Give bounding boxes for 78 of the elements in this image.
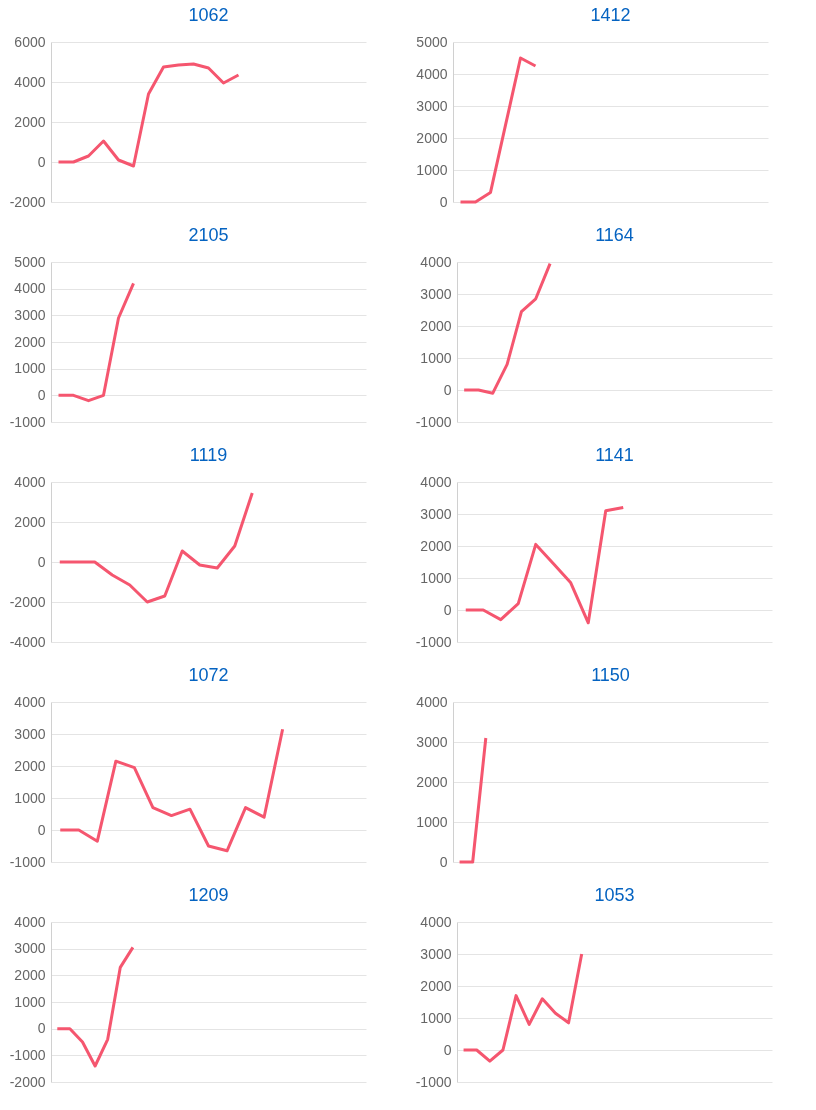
y-tick-label: 2000 bbox=[416, 129, 448, 146]
y-tick-label: -1000 bbox=[415, 1073, 452, 1090]
line-series bbox=[462, 952, 584, 1063]
y-tick-label: 2000 bbox=[14, 513, 46, 530]
y-tick-label: 1000 bbox=[416, 161, 448, 178]
y-tick-label: -2000 bbox=[9, 593, 46, 610]
chart-title: 1164 bbox=[595, 225, 634, 245]
chart-title: 1072 bbox=[188, 665, 229, 685]
chart-title: 1209 bbox=[188, 885, 229, 905]
y-tick-label: 4000 bbox=[416, 693, 448, 710]
chart-title: 1141 bbox=[595, 445, 634, 465]
y-tick-label: 1000 bbox=[416, 813, 448, 830]
chart-title: 2105 bbox=[188, 225, 229, 245]
y-tick-label: 3000 bbox=[14, 725, 46, 742]
y-tick-label: 3000 bbox=[416, 97, 448, 114]
line-series bbox=[459, 56, 537, 204]
y-tick-label: 4000 bbox=[14, 280, 46, 297]
y-tick-label: 1000 bbox=[14, 360, 46, 377]
y-tick-label: 2000 bbox=[416, 773, 448, 790]
y-tick-label: -2000 bbox=[9, 193, 46, 210]
y-tick-label: 0 bbox=[37, 1020, 46, 1037]
chart-title: 1412 bbox=[590, 5, 631, 25]
y-tick-label: -4000 bbox=[9, 633, 46, 650]
y-tick-label: 0 bbox=[443, 601, 452, 618]
y-tick-label: -1000 bbox=[415, 413, 452, 430]
line-series bbox=[58, 491, 254, 604]
y-tick-label: 2000 bbox=[420, 977, 452, 994]
y-tick-label: 0 bbox=[443, 1041, 452, 1058]
line-series bbox=[55, 945, 135, 1068]
y-tick-label: 4000 bbox=[14, 693, 46, 710]
y-tick-label: 4000 bbox=[14, 73, 46, 90]
y-tick-label: 1000 bbox=[14, 789, 46, 806]
y-tick-label: 0 bbox=[37, 386, 46, 403]
y-tick-label: 5000 bbox=[14, 253, 46, 270]
y-tick-label: 2000 bbox=[14, 966, 46, 983]
y-tick-label: 2000 bbox=[14, 333, 46, 350]
line-series bbox=[462, 262, 552, 395]
y-tick-label: 0 bbox=[439, 853, 448, 870]
y-tick-label: -1000 bbox=[9, 1046, 46, 1063]
y-tick-label: 4000 bbox=[416, 65, 448, 82]
y-tick-label: 0 bbox=[37, 553, 46, 570]
y-tick-label: 3000 bbox=[420, 505, 452, 522]
y-tick-label: -1000 bbox=[9, 853, 46, 870]
chart-title: 1150 bbox=[591, 665, 630, 685]
y-tick-label: -2000 bbox=[9, 1073, 46, 1090]
y-tick-label: 0 bbox=[37, 153, 46, 170]
line-series bbox=[57, 62, 240, 168]
y-tick-label: 2000 bbox=[14, 757, 46, 774]
y-tick-label: 0 bbox=[37, 821, 46, 838]
y-tick-label: 3000 bbox=[420, 285, 452, 302]
y-tick-label: 0 bbox=[443, 381, 452, 398]
line-series bbox=[57, 281, 135, 403]
y-tick-label: 3000 bbox=[14, 940, 46, 957]
line-series bbox=[58, 727, 285, 853]
chart-title: 1062 bbox=[188, 5, 229, 25]
y-tick-label: 5000 bbox=[416, 33, 448, 50]
y-tick-label: 1000 bbox=[420, 1009, 452, 1026]
y-tick-label: -1000 bbox=[415, 633, 452, 650]
y-tick-label: 0 bbox=[439, 193, 448, 210]
y-tick-label: 4000 bbox=[14, 473, 46, 490]
y-tick-label: 4000 bbox=[14, 913, 46, 930]
chart-title: 1053 bbox=[594, 885, 635, 905]
y-tick-label: 2000 bbox=[14, 113, 46, 130]
y-tick-label: 2000 bbox=[420, 537, 452, 554]
y-tick-label: 4000 bbox=[420, 913, 452, 930]
chart-title: 1119 bbox=[189, 445, 228, 465]
line-series bbox=[464, 506, 625, 625]
y-tick-label: 3000 bbox=[14, 306, 46, 323]
y-tick-label: 1000 bbox=[14, 993, 46, 1010]
y-tick-label: 1000 bbox=[420, 569, 452, 586]
y-tick-label: 6000 bbox=[14, 33, 46, 50]
y-tick-label: 3000 bbox=[420, 945, 452, 962]
y-tick-label: 4000 bbox=[420, 473, 452, 490]
y-tick-label: 2000 bbox=[420, 317, 452, 334]
y-tick-label: 4000 bbox=[420, 253, 452, 270]
y-tick-label: 1000 bbox=[420, 349, 452, 366]
y-tick-label: -1000 bbox=[9, 413, 46, 430]
y-tick-label: 3000 bbox=[416, 733, 448, 750]
